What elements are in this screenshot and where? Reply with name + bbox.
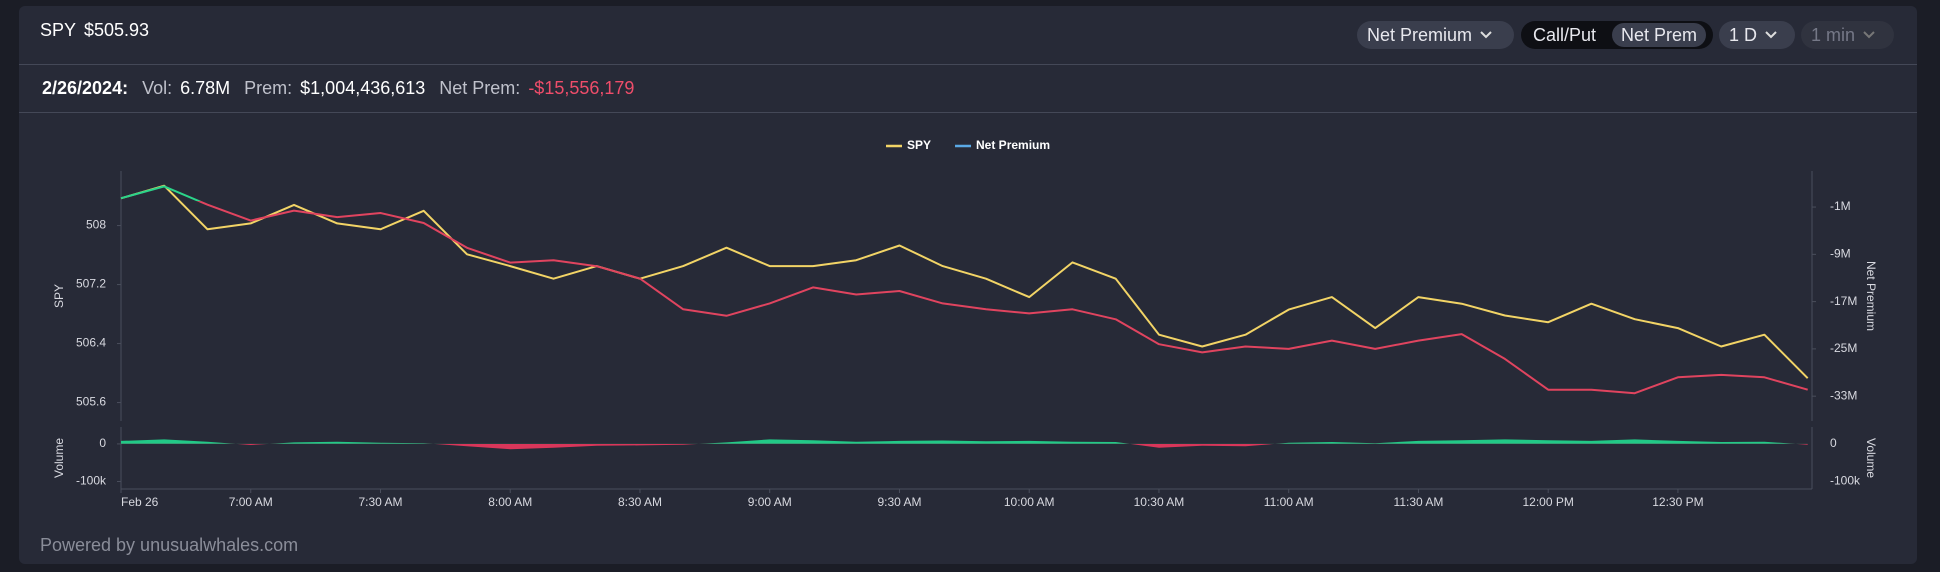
series-line	[120, 184, 1809, 379]
price: $505.93	[84, 20, 150, 40]
legend-label: SPY	[907, 138, 931, 152]
volume-area-positive	[121, 439, 1808, 444]
divider	[19, 112, 1917, 113]
range-select-label: 1 D	[1729, 25, 1758, 45]
x-tick-label: 7:00 AM	[229, 495, 273, 509]
x-tick-label: 9:30 AM	[877, 495, 921, 509]
range-select[interactable]: 1 D	[1719, 21, 1795, 49]
x-tick-label: 9:00 AM	[748, 495, 792, 509]
ticker: SPY	[40, 20, 77, 40]
chevron	[1480, 31, 1492, 39]
toggle-call-put[interactable]: Call/Put	[1533, 25, 1597, 45]
interval-select[interactable]: 1 min	[1801, 21, 1894, 49]
footer: Powered by unusualwhales.com	[40, 535, 299, 555]
vol: 6.78M	[180, 78, 231, 98]
x-tick-label: 8:30 AM	[618, 495, 662, 509]
chevron	[1765, 31, 1777, 39]
prem-label: Prem:	[244, 78, 293, 98]
y-tick-label: -100k	[76, 474, 107, 488]
y2-tick-label: -9M	[1830, 247, 1851, 261]
x-tick-label: 12:00 PM	[1522, 495, 1573, 509]
toggle-group: Call/Put Net Prem	[1521, 21, 1713, 49]
y-tick-label: 0	[99, 436, 106, 450]
net-label: Net Prem:	[439, 78, 521, 98]
interval-select-label: 1 min	[1811, 25, 1856, 45]
x-tick-label: Feb 26	[121, 495, 159, 509]
y-axis-title: Volume	[52, 438, 66, 478]
net-prem: -$15,556,179	[528, 78, 635, 98]
vol-label: Vol:	[142, 78, 173, 98]
y2-axis-title: Net Premium	[1864, 261, 1878, 331]
y2-tick-label: -25M	[1830, 341, 1857, 355]
x-tick-label: 8:00 AM	[488, 495, 532, 509]
summary: 2/26/2024: Vol: 6.78M Prem: $1,004,436,6…	[42, 78, 634, 99]
y2-tick-label: -1M	[1830, 199, 1851, 213]
chevron	[1863, 31, 1875, 39]
volume-area-negative	[236, 443, 1808, 450]
y2-tick-label: -100k	[1830, 474, 1861, 488]
divider	[19, 64, 1917, 65]
x-tick-label: 12:30 PM	[1652, 495, 1703, 509]
series-line-negative	[196, 201, 1808, 395]
date: 2/26/2024:	[42, 78, 129, 98]
y-tick-label: 508	[86, 218, 106, 232]
x-tick-label: 10:00 AM	[1004, 495, 1055, 509]
y2-tick-label: -17M	[1830, 294, 1857, 308]
x-tick-label: 11:00 AM	[1264, 495, 1314, 509]
y-axis-title: SPY	[52, 284, 66, 308]
y-tick-label: 506.4	[76, 336, 106, 350]
y2-tick-label: 0	[1830, 436, 1837, 450]
y-tick-label: 505.6	[76, 395, 106, 409]
legend-label: Net Premium	[976, 138, 1050, 152]
metric-select-label: Net Premium	[1367, 25, 1473, 45]
metric-select[interactable]: Net Premium	[1357, 21, 1514, 49]
x-tick-label: 11:30 AM	[1394, 495, 1444, 509]
series-line-positive	[120, 185, 202, 202]
x-tick-label: 7:30 AM	[358, 495, 402, 509]
prem: $1,004,436,613	[300, 78, 426, 98]
y2-tick-label: -33M	[1830, 388, 1857, 402]
panel	[19, 6, 1917, 564]
y2-axis-title: Volume	[1864, 438, 1878, 478]
y-tick-label: 507.2	[76, 277, 106, 291]
toggle-net-prem[interactable]: Net Prem	[1612, 23, 1707, 47]
x-tick-label: 10:30 AM	[1134, 495, 1185, 509]
